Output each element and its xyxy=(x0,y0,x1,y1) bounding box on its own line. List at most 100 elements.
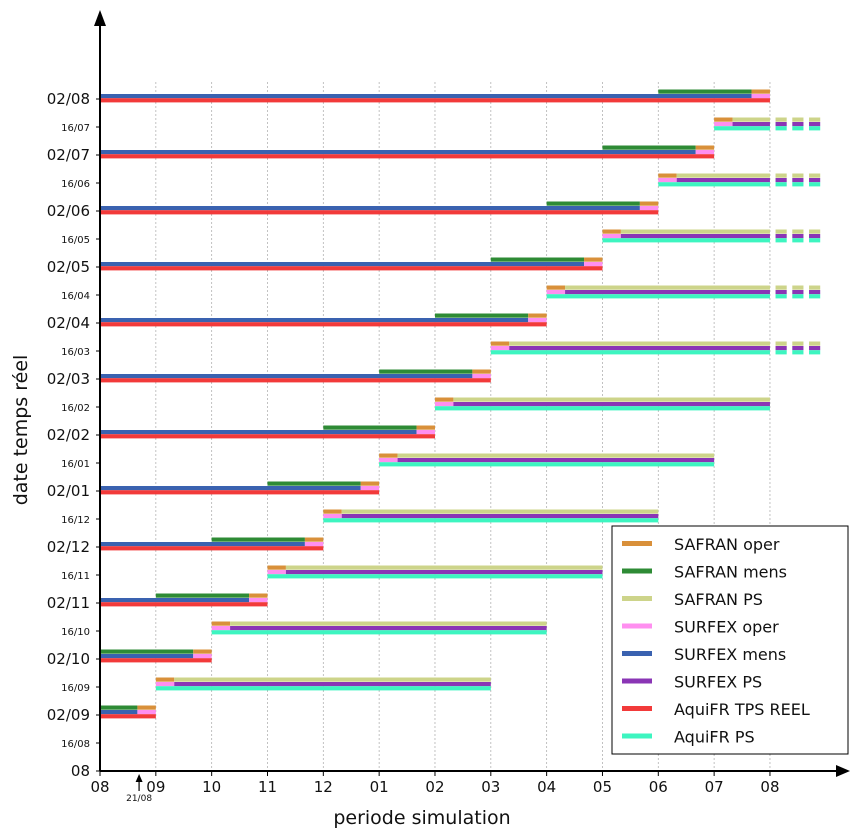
bar-surfex-oper xyxy=(546,290,566,295)
bar-safran-oper xyxy=(639,201,659,206)
x-tick-label: 05 xyxy=(593,778,612,796)
bar-aquifr-tps-reel xyxy=(100,266,603,271)
bar-safran-oper xyxy=(546,285,566,290)
bar-surfex-oper xyxy=(584,262,603,267)
bar-surfex-oper xyxy=(658,178,677,183)
y-axis-title: date temps réel xyxy=(10,355,32,506)
bar-continuation-aquifr-ps xyxy=(809,182,821,187)
bar-continuation-surfex-ps xyxy=(792,346,804,351)
bar-continuation-safran-ps xyxy=(809,341,821,346)
bar-continuation-surfex-ps xyxy=(775,290,787,295)
legend-swatch xyxy=(622,541,652,546)
bar-surfex-mens xyxy=(100,374,473,379)
y-tick-label: 02/11 xyxy=(47,594,90,612)
x-tick-label: 12 xyxy=(314,778,333,796)
legend-swatch xyxy=(622,733,652,739)
legend-label: SAFRAN mens xyxy=(674,563,787,582)
bar-continuation-safran-ps xyxy=(775,117,787,122)
bar-safran-oper xyxy=(155,677,175,682)
bar-surfex-ps xyxy=(397,458,715,463)
bar-safran-oper xyxy=(193,649,212,654)
bar-safran-oper xyxy=(304,537,324,542)
bar-safran-mens xyxy=(490,257,585,262)
x-tick-label: 10 xyxy=(202,778,221,796)
bar-surfex-mens xyxy=(100,318,529,323)
bar-aquifr-ps xyxy=(434,406,770,411)
bar-safran-oper xyxy=(658,173,677,178)
x-tick-label: 02 xyxy=(425,778,444,796)
bar-continuation-safran-ps xyxy=(775,229,787,234)
bar-surfex-oper xyxy=(528,318,547,323)
bar-surfex-oper xyxy=(137,710,156,715)
y-tick-label: 16/04 xyxy=(61,291,90,302)
y-tick-label: 02/09 xyxy=(47,706,90,724)
y-tick-label: 16/12 xyxy=(61,515,90,526)
bar-continuation-aquifr-ps xyxy=(775,294,787,299)
bar-continuation-safran-ps xyxy=(809,117,821,122)
bar-safran-mens xyxy=(379,369,473,374)
bar-safran-oper xyxy=(434,397,454,402)
bar-aquifr-ps xyxy=(546,294,770,299)
bar-continuation-surfex-ps xyxy=(809,122,821,127)
x-tick-label: 01 xyxy=(370,778,389,796)
bar-safran-oper xyxy=(714,117,733,122)
bar-safran-oper xyxy=(323,509,342,514)
bar-safran-ps xyxy=(397,453,715,458)
bar-aquifr-tps-reel xyxy=(100,490,380,495)
bar-surfex-oper xyxy=(695,150,715,155)
y-tick-label: 02/07 xyxy=(47,146,90,164)
bar-continuation-aquifr-ps xyxy=(809,126,821,131)
legend-swatch xyxy=(622,568,652,574)
x-tick-label: 08 xyxy=(760,778,779,796)
bar-continuation-surfex-ps xyxy=(775,234,787,239)
bar-safran-ps xyxy=(230,621,547,626)
y-tick-label: 16/05 xyxy=(61,235,90,246)
bar-surfex-mens xyxy=(100,430,417,435)
bar-surfex-ps xyxy=(174,682,491,687)
y-tick-label: 16/02 xyxy=(61,403,90,414)
y-tick-label: 16/09 xyxy=(61,683,90,694)
legend-swatch xyxy=(622,651,652,656)
bar-safran-oper xyxy=(695,145,715,150)
bar-surfex-oper xyxy=(490,346,510,351)
bar-safran-oper xyxy=(360,481,380,486)
legend-label: SAFRAN PS xyxy=(674,590,763,609)
y-axis-arrow xyxy=(94,10,106,26)
y-tick-label: 02/06 xyxy=(47,202,90,220)
bar-safran-oper xyxy=(137,705,156,710)
bar-aquifr-tps-reel xyxy=(100,602,268,607)
bar-continuation-surfex-ps xyxy=(809,346,821,351)
legend-swatch xyxy=(622,678,652,684)
bar-safran-oper xyxy=(249,593,268,598)
bar-surfex-mens xyxy=(100,150,696,155)
bar-surfex-oper xyxy=(714,122,733,127)
bar-aquifr-ps xyxy=(714,126,770,131)
x-tick-label: 11 xyxy=(258,778,277,796)
bar-safran-oper xyxy=(584,257,603,262)
bar-surfex-oper xyxy=(211,626,231,631)
x-tick-label: 08 xyxy=(90,778,109,796)
bar-safran-mens xyxy=(100,649,194,654)
x-tick-label: 07 xyxy=(705,778,724,796)
bar-safran-ps xyxy=(285,565,603,570)
bar-safran-ps xyxy=(453,397,770,402)
bar-surfex-ps xyxy=(285,570,603,575)
x-tick-label: 03 xyxy=(481,778,500,796)
y-tick-label: 16/11 xyxy=(61,571,90,582)
y-tick-label: 02/12 xyxy=(47,538,90,556)
bar-surfex-ps xyxy=(341,514,659,519)
bar-aquifr-tps-reel xyxy=(100,658,212,663)
bar-continuation-aquifr-ps xyxy=(792,182,804,187)
legend-swatch xyxy=(622,623,652,629)
bar-continuation-safran-ps xyxy=(792,229,804,234)
bar-continuation-safran-ps xyxy=(775,341,787,346)
legend-label: AquiFR TPS REEL xyxy=(674,700,810,719)
bar-safran-ps xyxy=(509,341,770,346)
y-tick-label: 02/05 xyxy=(47,258,90,276)
bar-continuation-surfex-ps xyxy=(775,122,787,127)
x-tick-label: 04 xyxy=(537,778,556,796)
y-tick-label: 16/01 xyxy=(61,459,90,470)
bar-aquifr-ps xyxy=(490,350,770,355)
bar-safran-ps xyxy=(620,229,770,234)
bar-safran-oper xyxy=(416,425,435,430)
